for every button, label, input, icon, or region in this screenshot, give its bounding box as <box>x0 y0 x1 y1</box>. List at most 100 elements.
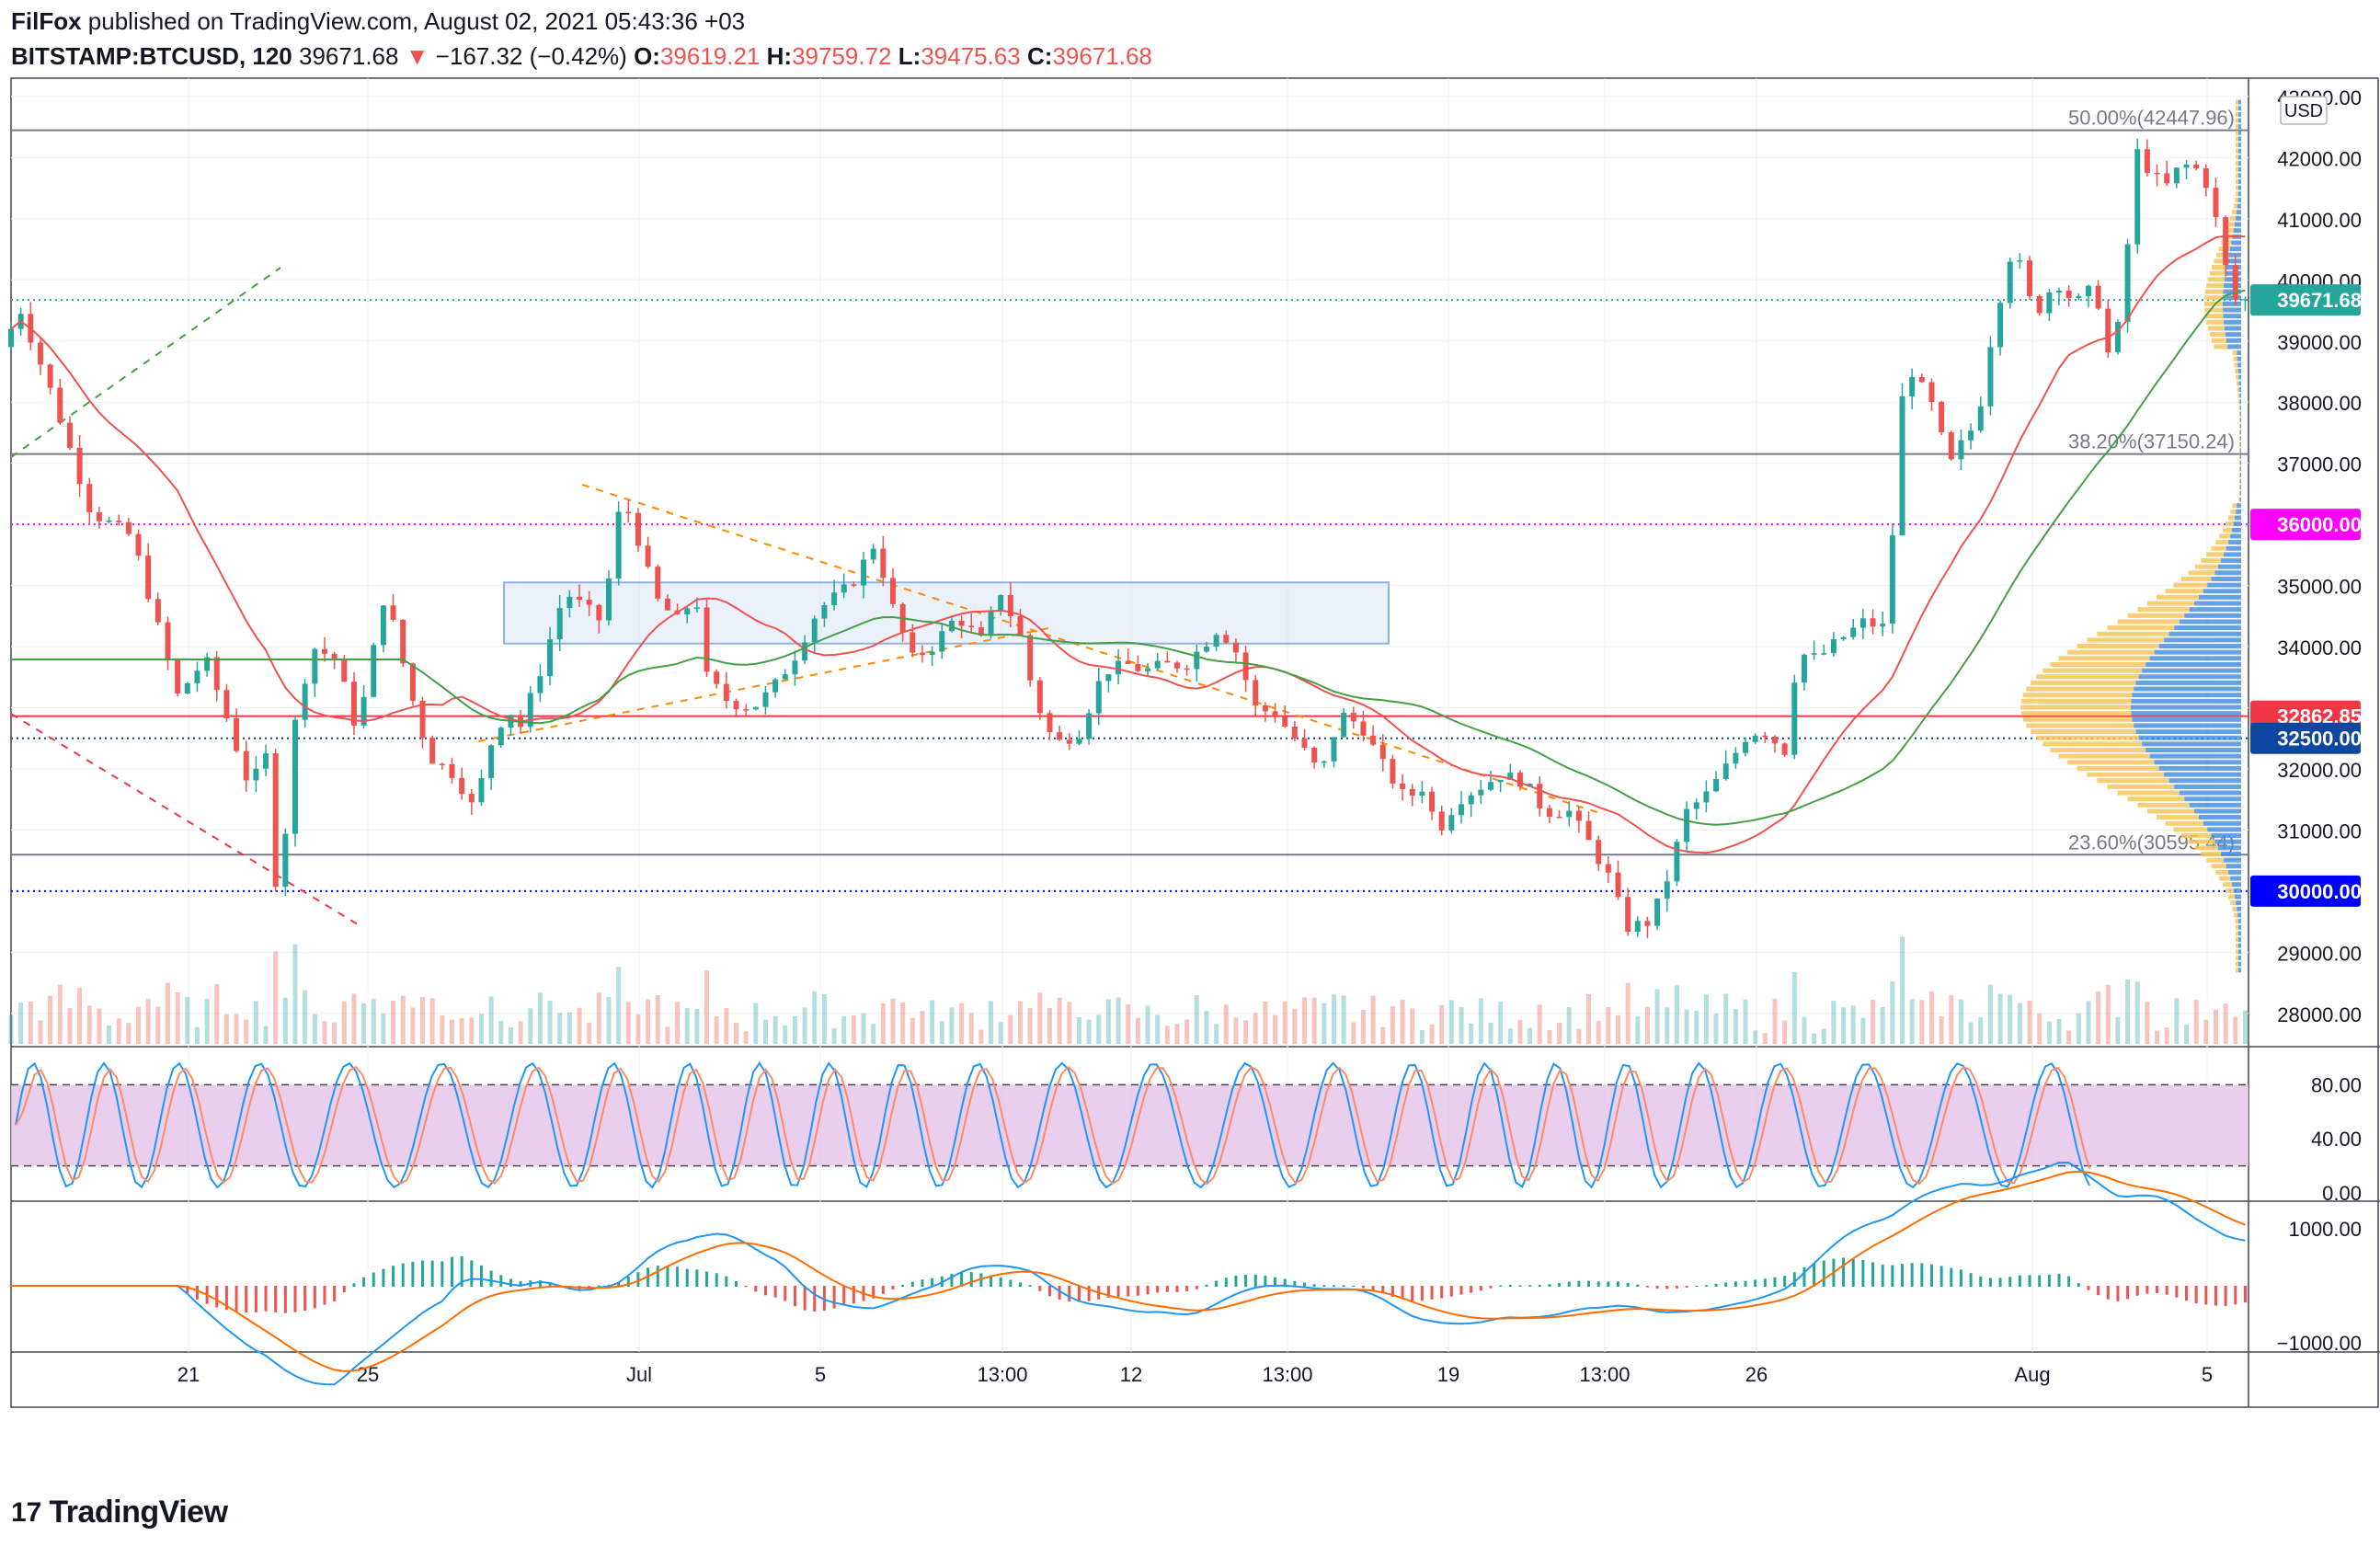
volume-profile-bar <box>2238 490 2240 496</box>
volume-bar <box>1057 997 1062 1044</box>
candle-body <box>1830 638 1836 654</box>
volume-bar <box>155 1006 161 1044</box>
volume-profile-bar <box>2236 143 2238 148</box>
volume-profile-bar <box>2238 497 2240 502</box>
price-tick-label: 42000.00 <box>2277 147 2362 170</box>
macd-histogram-bar <box>411 1261 415 1287</box>
volume-profile-bar <box>2238 386 2241 392</box>
fib-level-label: 50.00%(42447.96) <box>2068 107 2235 130</box>
candle-body <box>1625 897 1631 933</box>
volume-bar <box>175 991 180 1044</box>
volume-bar <box>67 1008 73 1044</box>
candle-body <box>1232 642 1239 653</box>
candle-body <box>400 619 406 664</box>
candle-body <box>321 648 327 654</box>
volume-bar <box>1018 1001 1024 1044</box>
volume-profile-bar <box>2135 680 2241 685</box>
volume-profile-bar <box>2215 540 2229 545</box>
macd-histogram-bar <box>1548 1284 1551 1287</box>
candle-body <box>429 738 436 764</box>
tradingview-footer[interactable]: 17 TradingView <box>11 1495 228 1530</box>
candle-body <box>1350 712 1356 722</box>
volume-profile-bar <box>2233 228 2241 234</box>
candle-body <box>86 484 93 513</box>
volume-bar <box>1596 1021 1601 1044</box>
macd-histogram-bar <box>460 1255 463 1287</box>
macd-histogram-bar <box>1655 1286 1659 1289</box>
volume-profile-bar <box>2211 576 2241 581</box>
macd-histogram-bar <box>1929 1264 1933 1287</box>
candle-body <box>1928 382 1935 403</box>
volume-bar <box>1351 1022 1356 1044</box>
volume-profile-bar <box>2077 765 2159 771</box>
price-tick-label: 35000.00 <box>2277 576 2362 599</box>
candle-body <box>1272 711 1278 717</box>
stoch-tick-label: 80.00 <box>2311 1073 2362 1096</box>
macd-histogram-bar <box>470 1260 474 1287</box>
candle-body <box>577 596 583 601</box>
candle-body <box>2203 168 2209 189</box>
time-tick-label: 19 <box>1437 1363 1459 1386</box>
macd-histogram-bar <box>2008 1277 2012 1287</box>
volume-profile-bar <box>2239 399 2241 405</box>
candle-body <box>409 663 416 701</box>
macd-histogram-bar <box>597 1285 601 1287</box>
volume-profile-bar <box>2239 393 2241 398</box>
time-grid: 21 25 Jul 5 13:00 12 13:00 19 13:00 26 Aug 5 <box>177 78 2213 1386</box>
macd-histogram-bar <box>626 1277 630 1287</box>
volume-profile-bar <box>2226 545 2241 551</box>
macd-histogram-bar <box>695 1269 699 1287</box>
volume-bar <box>1067 1002 1072 1044</box>
volume-bar <box>488 996 494 1044</box>
volume-profile-bar <box>2238 143 2241 148</box>
volume-bar <box>282 997 288 1044</box>
volume-profile-bar <box>2238 411 2240 417</box>
volume-profile-bar <box>2236 155 2238 160</box>
macd-histogram-bar <box>1910 1263 1914 1287</box>
chart-canvas[interactable]: 43000.0042000.0041000.0040000.0039000.00… <box>0 74 2380 1490</box>
volume-profile-bar <box>2230 876 2241 881</box>
volume-bar <box>2086 1001 2091 1044</box>
volume-profile-bar <box>2203 820 2241 826</box>
macd-histogram-bar <box>2135 1286 2139 1296</box>
symbol-label[interactable]: BITSTAMP:BTCUSD, 120 <box>11 42 292 70</box>
macd-histogram-bar <box>1704 1285 1708 1287</box>
volume-profile-bar <box>2238 161 2241 166</box>
candle-body <box>145 556 152 600</box>
volume-bar <box>165 982 170 1044</box>
candle-body <box>184 682 190 693</box>
macd-histogram-bar <box>2106 1286 2110 1300</box>
price-axis-badge <box>2250 284 2361 316</box>
macd-histogram-bar <box>1479 1286 1482 1291</box>
candle-body <box>478 778 485 803</box>
publisher-name[interactable]: FilFox <box>11 7 82 35</box>
volume-profile-bar <box>2235 515 2241 521</box>
volume-profile-bar <box>2233 888 2241 893</box>
macd-histogram-bar <box>2224 1286 2227 1307</box>
candle-body <box>47 364 53 388</box>
volume-profile-bar <box>2237 919 2241 924</box>
macd-histogram-bar <box>1195 1286 1198 1289</box>
outer-frame <box>10 77 2379 1408</box>
volume-bar <box>410 1007 416 1044</box>
volume-profile-bar <box>2158 644 2241 649</box>
volume-profile-bar <box>2236 124 2238 130</box>
candle-body <box>527 693 533 728</box>
volume-bar <box>753 1003 759 1044</box>
volume-profile-bar <box>2236 949 2238 955</box>
volume-profile-bar <box>2232 350 2237 356</box>
volume-profile-bar <box>2237 912 2241 918</box>
candle-body <box>1145 668 1151 671</box>
volume-bar <box>1987 984 1993 1044</box>
volume-profile-bar <box>2217 564 2241 569</box>
macd-histogram-bar <box>1518 1285 1522 1287</box>
volume-bar <box>1105 999 1111 1044</box>
volume-bar <box>459 1017 464 1044</box>
volume-profile-bar <box>2236 148 2238 154</box>
candle-body <box>1135 663 1141 671</box>
macd-histogram-bar <box>979 1273 983 1287</box>
macd-histogram-bar <box>1499 1285 1503 1287</box>
macd-histogram-bar <box>2057 1273 2061 1287</box>
volume-bar <box>1919 1000 1925 1044</box>
